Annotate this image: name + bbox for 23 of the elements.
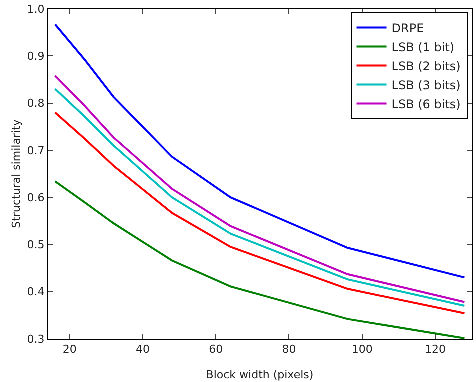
y-tick-label: 0.4 <box>27 286 45 299</box>
y-tick-label: 0.5 <box>27 238 45 252</box>
legend-label: LSB (6 bits) <box>392 97 461 112</box>
y-axis-title: Structural similarity <box>10 119 23 228</box>
y-tick-label: 0.7 <box>27 144 45 158</box>
x-tick-label: 100 <box>352 343 373 356</box>
legend-label: LSB (3 bits) <box>392 78 461 92</box>
legend-label: LSB (2 bits) <box>392 59 461 74</box>
x-tick-label: 60 <box>209 343 224 356</box>
x-tick-label: 40 <box>136 343 150 356</box>
y-tick-label: 0.9 <box>27 50 45 63</box>
y-tick-label: 1.0 <box>27 2 45 16</box>
x-tick-label: 120 <box>424 343 446 356</box>
legend-label: LSB (1 bit) <box>392 40 455 54</box>
legend-label: DRPE <box>392 21 424 36</box>
y-tick-label: 0.8 <box>27 97 45 110</box>
line-series <box>54 24 466 279</box>
y-tick-label: 0.3 <box>27 332 45 346</box>
x-tick-label: 20 <box>62 343 77 356</box>
line-series <box>54 180 466 339</box>
x-tick-label: 80 <box>282 343 296 356</box>
y-tick-label: 0.6 <box>27 191 45 204</box>
x-axis-title: Block width (pixels) <box>206 368 314 382</box>
